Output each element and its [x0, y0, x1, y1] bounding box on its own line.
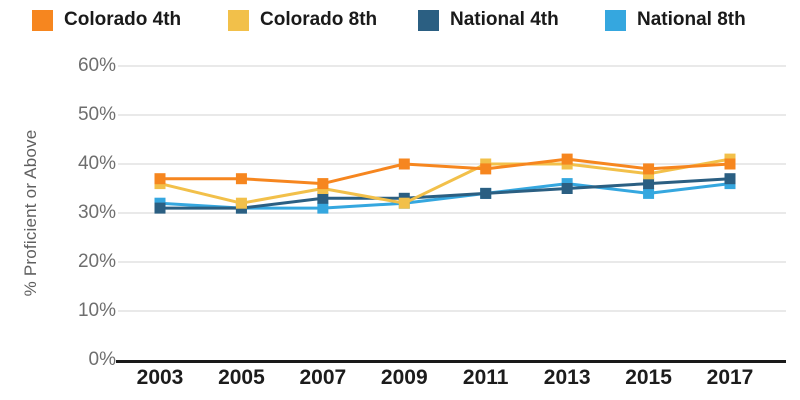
data-point-colorado-4th-2007: [317, 178, 329, 190]
series-line-national-4th: [160, 177, 731, 210]
y-tick-label-20: 20%: [77, 251, 116, 272]
data-point-national-8th-2007: [317, 202, 329, 214]
data-point-national-4th-2015: [643, 178, 655, 190]
data-point-national-4th-2013: [561, 183, 573, 194]
data-point-colorado-4th-2013: [561, 153, 573, 165]
data-point-colorado-4th-2005: [235, 173, 247, 185]
x-tick-label-2003: 2003: [136, 366, 184, 389]
x-tick-label-2005: 2005: [218, 366, 265, 389]
data-point-colorado-4th-2017: [724, 158, 736, 170]
x-tick-label-2009: 2009: [380, 366, 428, 389]
y-tick-label-10: 10%: [77, 300, 116, 321]
data-point-colorado-4th-2003: [154, 173, 166, 185]
series-markers-colorado-4th: [154, 153, 736, 190]
x-tick-label-2017: 2017: [706, 366, 754, 389]
data-point-colorado-8th-2009: [398, 197, 410, 209]
y-tick-label-60: 60%: [77, 55, 116, 76]
y-tick-label-40: 40%: [77, 153, 116, 174]
legend-item-colorado-8th: Colorado 8th: [228, 9, 377, 31]
legend-item-national-8th: National 8th: [605, 9, 746, 31]
legend-label-national-4th: National 4th: [450, 9, 559, 30]
legend-item-colorado-4th: Colorado 4th: [32, 9, 181, 31]
y-tick-label-30: 30%: [77, 202, 116, 223]
data-point-colorado-4th-2015: [643, 163, 655, 175]
x-tick-label-2007: 2007: [299, 366, 347, 389]
legend-swatch-colorado-4th: [32, 9, 53, 31]
chart-legend: Colorado 4th Colorado 8th National 4th N…: [0, 9, 800, 35]
series-line-colorado-4th: [160, 157, 731, 186]
data-point-national-4th-2011: [480, 187, 492, 199]
legend-swatch-national-8th: [605, 9, 626, 31]
data-point-national-4th-2007: [317, 192, 329, 204]
legend-label-colorado-8th: Colorado 8th: [260, 9, 378, 30]
data-point-national-8th-2015: [643, 187, 655, 199]
data-point-national-4th-2003: [154, 202, 166, 214]
data-point-colorado-4th-2011: [480, 163, 492, 175]
legend-item-national-4th: National 4th: [418, 9, 559, 31]
x-tick-label-2011: 2011: [462, 366, 509, 389]
legend-swatch-national-4th: [418, 9, 439, 31]
data-point-colorado-8th-2005: [235, 197, 247, 209]
series-line-colorado-8th: [159, 157, 731, 205]
series-line-national-8th: [159, 182, 731, 210]
legend-label-colorado-4th: Colorado 4th: [64, 9, 182, 30]
x-tick-label-2013: 2013: [543, 366, 591, 389]
y-tick-label-50: 50%: [77, 104, 116, 125]
legend-label-national-8th: National 8th: [637, 9, 746, 30]
x-tick-label-2015: 2015: [625, 366, 672, 389]
legend-swatch-colorado-8th: [228, 9, 249, 31]
data-point-colorado-4th-2009: [398, 158, 410, 170]
data-point-national-4th-2017: [724, 173, 736, 185]
y-tick-label-0: 0%: [88, 349, 116, 370]
